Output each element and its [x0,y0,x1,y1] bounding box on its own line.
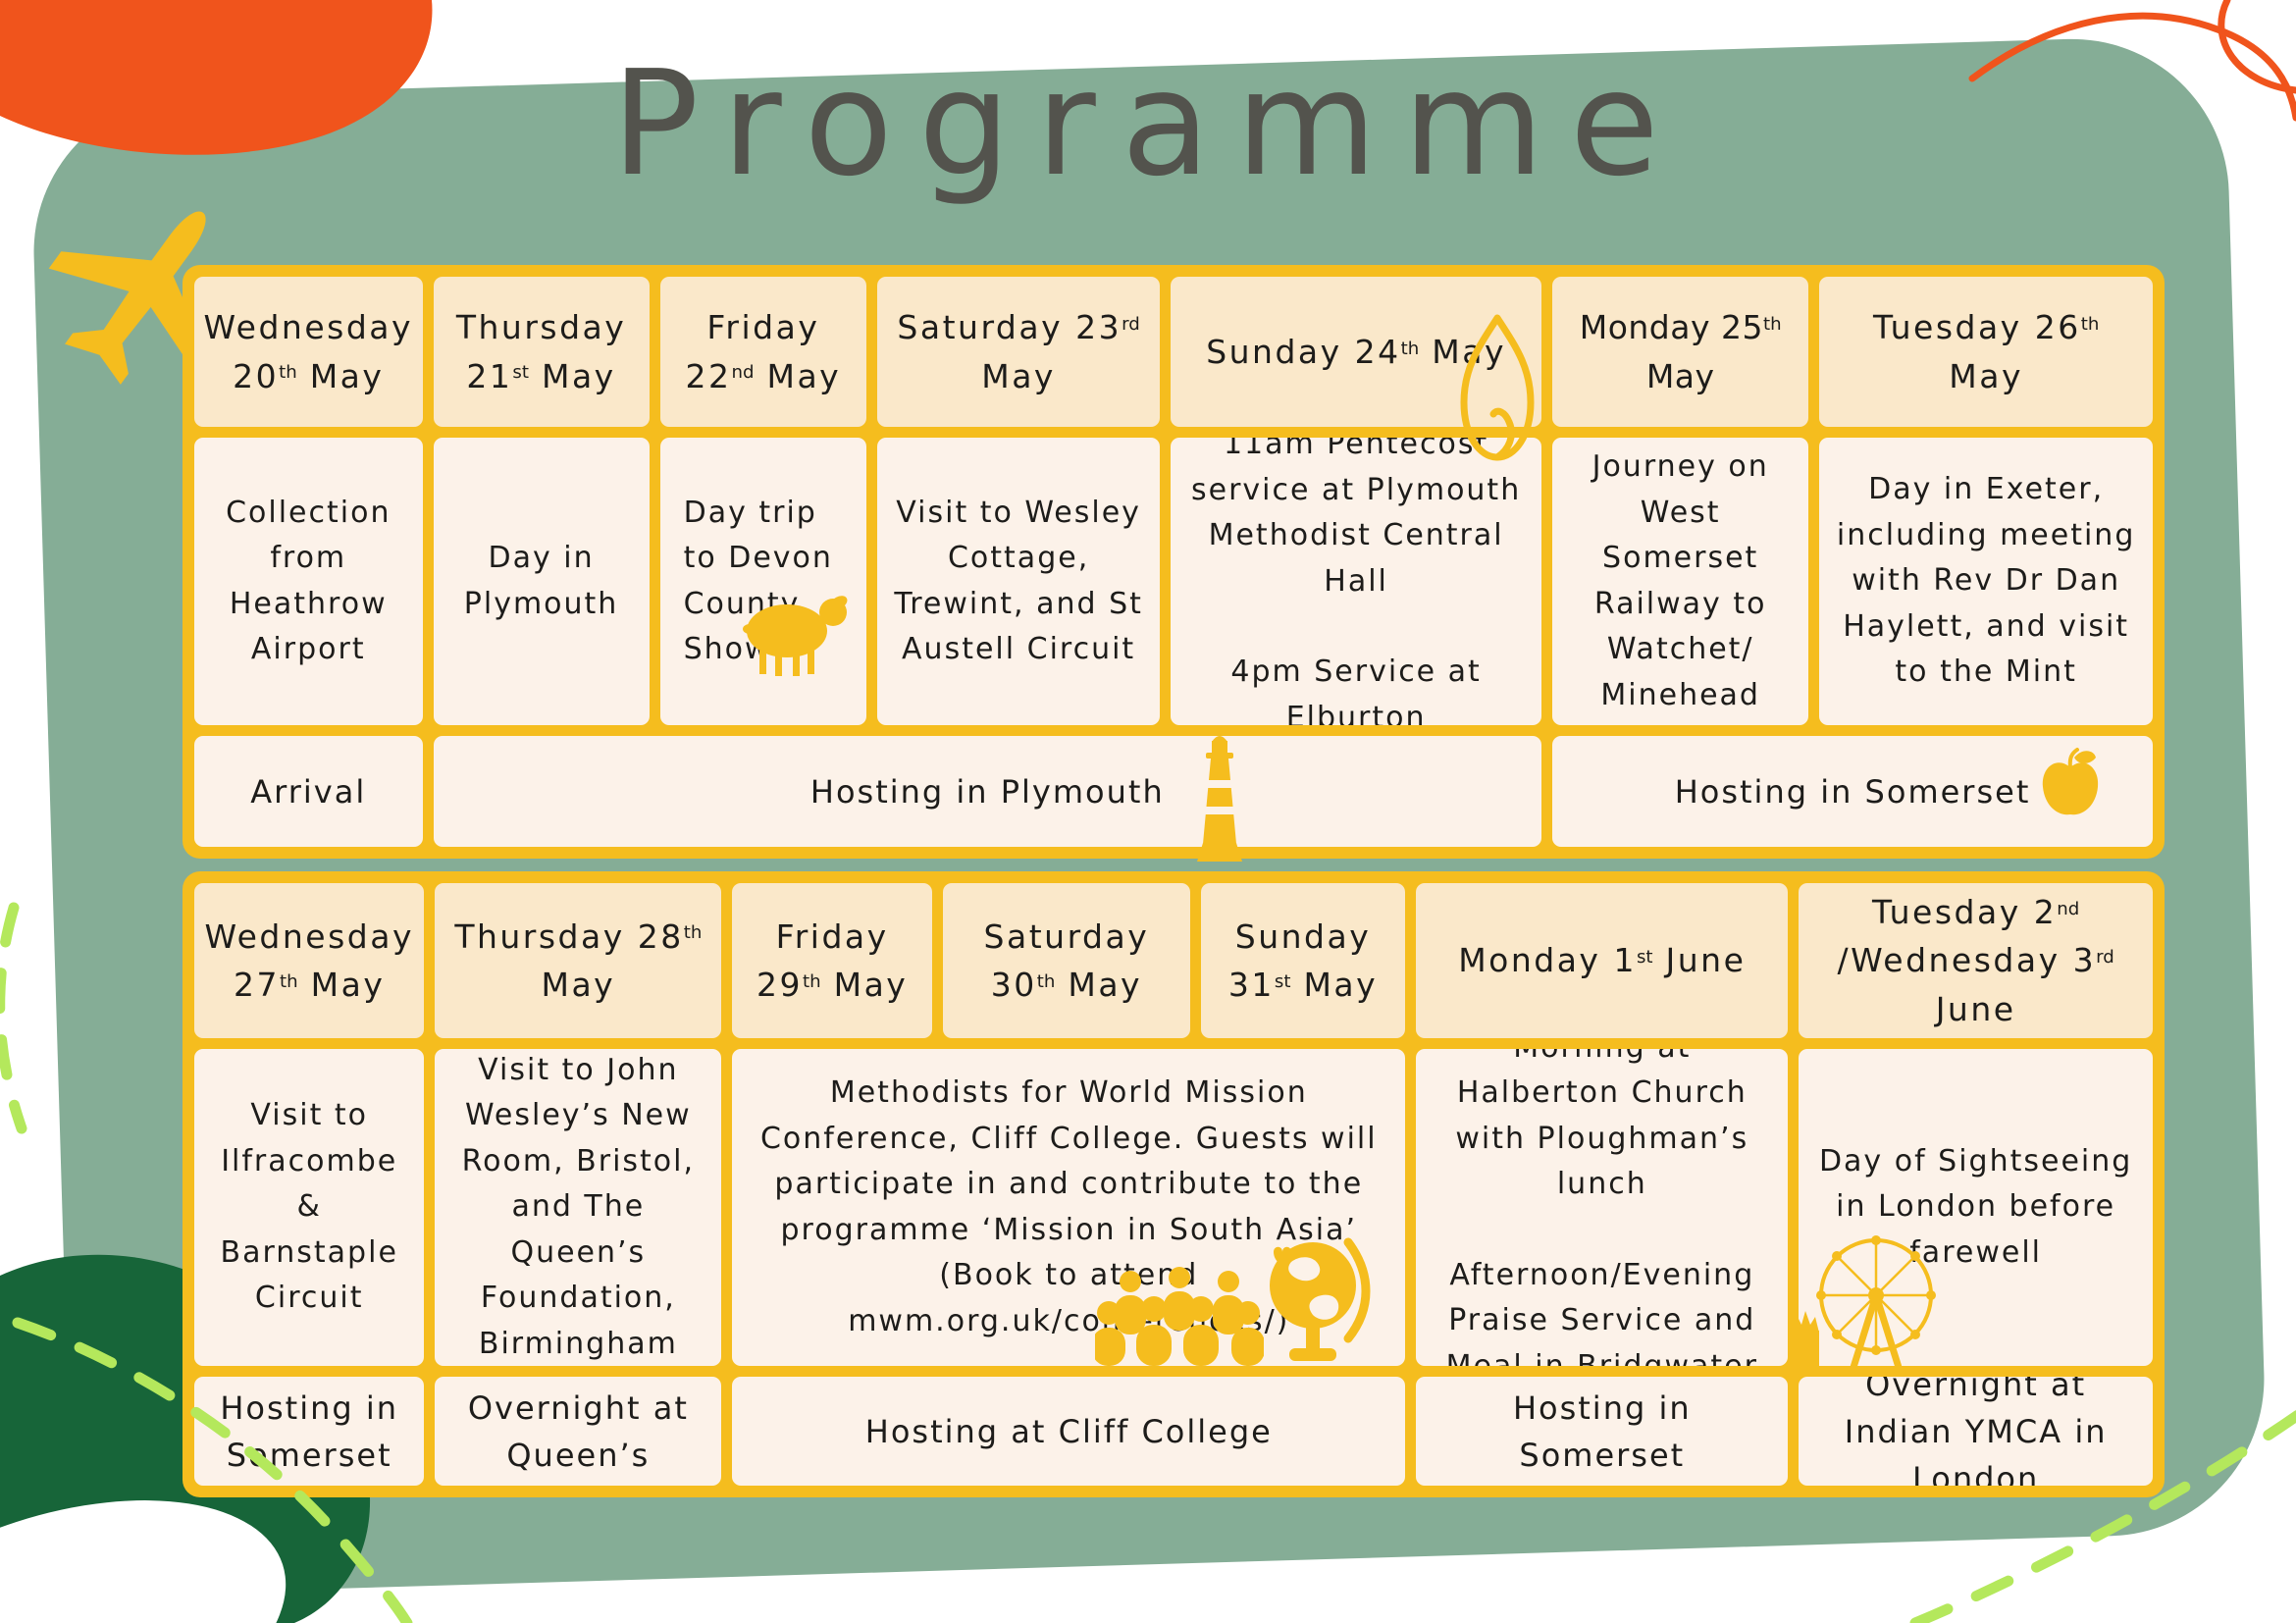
day-header-mon-25: Monday 25th May [1552,277,1809,427]
footer-hosting-plymouth: Hosting in Plymouth [433,736,1542,847]
event-devon-show: Day trip to Devon County Show [659,438,867,725]
day-header-sun-31: Sunday 31st May [1200,883,1406,1038]
footer-hosting-somerset-1: Hosting in Somerset [1552,736,2153,847]
event-wesley-cottage: Visit to Wesley Cottage, Trewint, and St… [877,438,1161,725]
footer-hosting-cliff: Hosting at Cliff College [732,1377,1406,1486]
event-pentecost: 11am Pentecost service at Plymouth Metho… [1171,438,1542,725]
footer-arrival: Arrival [194,736,423,847]
footer-hosting-somerset-2: Hosting in Somerset [194,1377,425,1486]
day-header-fri-29: Friday 29th May [732,883,933,1038]
day-header-sat-30: Saturday 30th May [943,883,1190,1038]
day-header-thu-21: Thursday 21st May [433,277,650,427]
day-header-tue-26: Tuesday 26th May [1819,277,2153,427]
event-plymouth-day: Day in Plymouth [433,438,650,725]
programme-table-week2: Wednesday 27th May Thursday 28th May Fri… [183,871,2165,1497]
day-header-wed-27: Wednesday 27th May [194,883,425,1038]
event-ilfracombe: Visit to Ilfracombe & Barnstaple Circuit [194,1049,425,1366]
programme-table-week1: Wednesday 20th May Thursday 21st May Fri… [183,265,2165,859]
event-halberton: Morning at Halberton Church with Ploughm… [1416,1049,1789,1366]
day-header-sun-24: Sunday 24th May [1171,277,1542,427]
day-header-fri-22: Friday 22nd May [659,277,867,427]
footer-overnight-queens: Overnight at Queen’s [435,1377,722,1486]
day-header-thu-28: Thursday 28th May [435,883,722,1038]
event-london-sightseeing: Day of Sightseeing in London before fare… [1799,1049,2153,1366]
orange-blob [0,0,433,155]
day-header-mon-1-june: Monday 1st June [1416,883,1789,1038]
day-header-wed-20: Wednesday 20th May [194,277,423,427]
event-mwm-conference: Methodists for World Mission Conference,… [732,1049,1406,1366]
event-exeter: Day in Exeter, including meeting with Re… [1819,438,2153,725]
page-title: Programme [611,39,1685,208]
footer-hosting-somerset-3: Hosting in Somerset [1416,1377,1789,1486]
day-header-tue-2-wed-3: Tuesday 2nd /Wednesday 3rd June [1799,883,2153,1038]
event-heathrow: Collection from Heathrow Airport [194,438,423,725]
event-new-room: Visit to John Wesley’s New Room, Bristol… [435,1049,722,1366]
event-somerset-railway: Journey on West Somerset Railway to Watc… [1552,438,1809,725]
footer-overnight-ymca: Overnight at Indian YMCA in London [1799,1377,2153,1486]
day-header-sat-23: Saturday 23rd May [877,277,1161,427]
